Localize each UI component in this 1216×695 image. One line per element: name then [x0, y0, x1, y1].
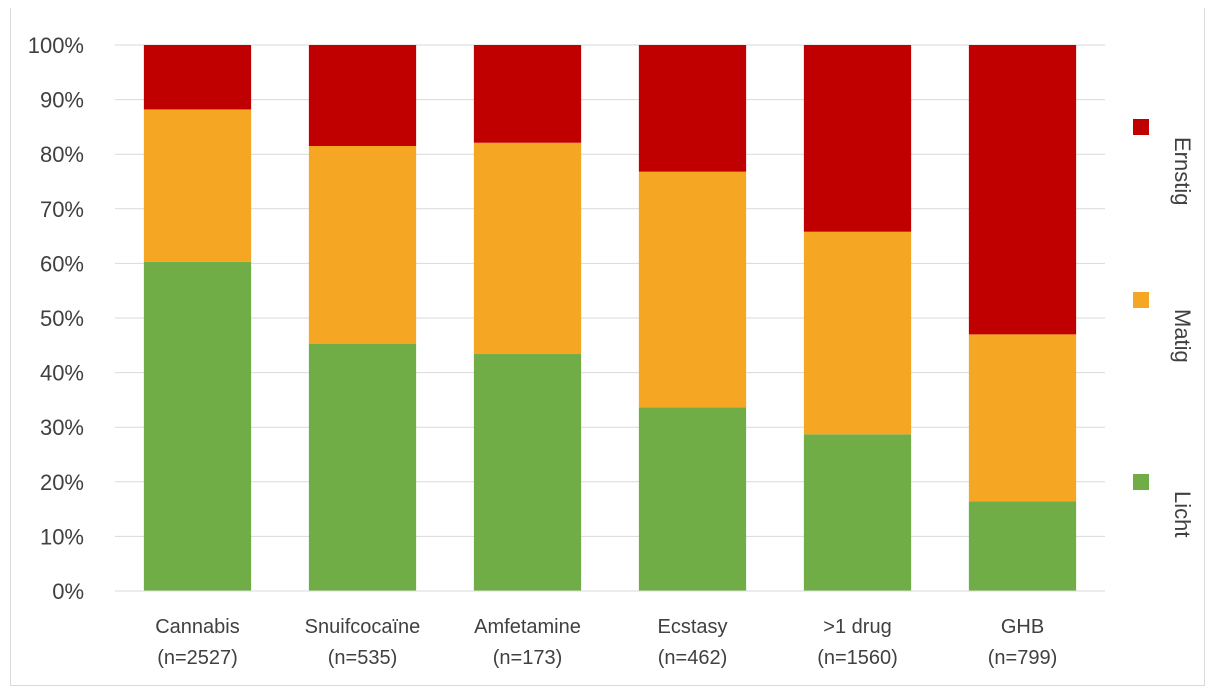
- bar-segment-licht: [803, 434, 912, 591]
- bar-segment-matig: [473, 142, 582, 355]
- y-tick-label: 100%: [28, 33, 84, 58]
- y-tick-label: 10%: [40, 524, 84, 549]
- bar-segment-matig: [638, 171, 747, 408]
- legend-swatch-matig: [1133, 292, 1149, 308]
- bar-segment-matig: [968, 334, 1077, 502]
- y-tick-label: 80%: [40, 142, 84, 167]
- x-tick-label: Amfetamine: [474, 616, 581, 638]
- x-tick-label: GHB: [1001, 616, 1044, 638]
- y-tick-label: 30%: [40, 415, 84, 440]
- bar-segment-ernstig: [308, 45, 417, 147]
- x-tick-label: Snuifcocaïne: [305, 616, 421, 638]
- x-tick-label: Ecstasy: [657, 616, 727, 638]
- x-tick-sublabel: (n=1560): [817, 647, 898, 669]
- x-tick-sublabel: (n=799): [988, 647, 1058, 669]
- x-tick-sublabel: (n=535): [328, 647, 398, 669]
- x-tick-sublabel: (n=462): [658, 647, 728, 669]
- y-tick-label: 60%: [40, 251, 84, 276]
- legend-label-ernstig: Ernstig: [1170, 137, 1195, 205]
- bar-segment-ernstig: [638, 45, 747, 172]
- x-tick-label: Cannabis: [155, 616, 240, 638]
- bar-segment-licht: [143, 261, 252, 591]
- bar-segment-matig: [803, 231, 912, 435]
- x-tick-label: >1 drug: [823, 616, 891, 638]
- y-tick-label: 90%: [40, 88, 84, 113]
- bar-segment-licht: [308, 343, 417, 591]
- legend: Ernstig Matig Licht: [1133, 119, 1195, 537]
- x-tick-sublabel: (n=2527): [157, 647, 238, 669]
- bar-segment-licht: [968, 501, 1077, 591]
- y-tick-label: 50%: [40, 306, 84, 331]
- gridlines: [115, 44, 1105, 592]
- y-tick-label: 40%: [40, 361, 84, 386]
- y-axis: 0% 10% 20% 30% 40% 50% 60% 70% 80% 90% 100%: [28, 33, 84, 604]
- chart-frame: [10, 8, 1205, 686]
- x-tick-sublabel: (n=173): [493, 647, 563, 669]
- legend-label-licht: Licht: [1170, 491, 1195, 537]
- bar-segment-matig: [143, 109, 252, 262]
- legend-label-matig: Matig: [1170, 309, 1195, 363]
- legend-swatch-licht: [1133, 474, 1149, 490]
- bar-segment-ernstig: [968, 45, 1077, 335]
- x-axis: Cannabis (n=2527) Snuifcocaïne (n=535) Amfet…: [115, 590, 1105, 669]
- bar-segment-licht: [473, 354, 582, 591]
- legend-swatch-ernstig: [1133, 119, 1149, 135]
- bar-segment-licht: [638, 407, 747, 591]
- bar-segment-ernstig: [803, 45, 912, 232]
- y-tick-label: 20%: [40, 470, 84, 495]
- bar-segment-ernstig: [143, 45, 252, 110]
- bar-segment-matig: [308, 146, 417, 344]
- bar-segment-ernstig: [473, 45, 582, 143]
- y-tick-label: 0%: [52, 579, 84, 604]
- bars: [143, 45, 1077, 591]
- y-tick-label: 70%: [40, 197, 84, 222]
